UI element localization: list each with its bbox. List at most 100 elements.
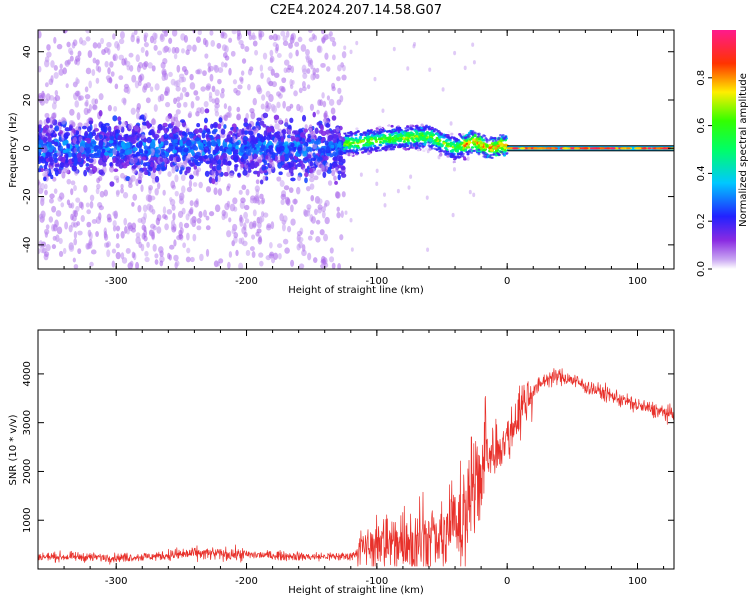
heatmap-cell <box>112 33 116 40</box>
heatmap-cell <box>385 122 389 126</box>
heatmap-cell <box>151 65 156 72</box>
heatmap-cell <box>418 128 421 132</box>
heatmap-cell <box>204 108 210 114</box>
heatmap-cell <box>562 147 569 150</box>
heatmap-cell <box>257 199 261 205</box>
heatmap-cell <box>159 157 164 163</box>
heatmap-cell <box>150 156 155 162</box>
heatmap-cell <box>395 152 399 155</box>
heatmap-cell <box>144 171 149 176</box>
heatmap-cell <box>120 172 125 179</box>
heatmap-cell <box>484 154 488 157</box>
heatmap-cell <box>192 44 197 52</box>
heatmap-cell <box>195 36 201 43</box>
heatmap-cell <box>433 147 437 150</box>
heatmap-cell <box>85 36 91 42</box>
heatmap-cell <box>261 166 266 171</box>
heatmap-cell <box>271 256 276 264</box>
heatmap-cell <box>307 235 313 241</box>
heatmap-cell <box>379 140 383 144</box>
heatmap-cell <box>275 43 280 52</box>
heatmap-cell <box>44 82 49 88</box>
heatmap-cell <box>179 169 183 175</box>
heatmap-cell <box>194 137 201 142</box>
heatmap-cell <box>399 122 403 126</box>
heatmap-cell <box>65 83 69 89</box>
heatmap-cell <box>382 192 386 197</box>
heatmap-cell <box>161 167 165 172</box>
heatmap-cell <box>54 95 61 102</box>
heatmap-cell <box>281 77 287 84</box>
snr-axes: -300 -200 -100 0 100 1000 2000 3000 4000 <box>22 330 674 587</box>
heatmap-cell <box>502 138 506 141</box>
heatmap-cell <box>492 143 496 146</box>
heatmap-cell <box>341 51 347 59</box>
heatmap-cell <box>181 86 187 93</box>
heatmap-cell <box>262 52 268 60</box>
heatmap-cell <box>121 58 126 66</box>
heatmap-cell <box>214 175 219 183</box>
heatmap-cell <box>68 159 73 165</box>
heatmap-cell <box>67 151 73 158</box>
heatmap-cell <box>359 139 363 143</box>
heatmap-cell <box>154 253 159 259</box>
heatmap-cell <box>424 147 429 151</box>
heatmap-cell <box>340 166 346 171</box>
heatmap-cell <box>219 155 224 161</box>
heatmap-cell <box>155 149 161 154</box>
heatmap-cell <box>228 172 235 178</box>
heatmap-cell <box>225 148 232 154</box>
heatmap-cell <box>179 92 184 101</box>
heatmap-cell <box>51 205 57 213</box>
heatmap-cell <box>290 160 295 168</box>
heatmap-cell <box>313 257 318 263</box>
heatmap-cell <box>377 132 381 135</box>
heatmap-cell <box>153 161 158 169</box>
heatmap-cell <box>331 262 336 269</box>
heatmap-cell <box>444 151 448 155</box>
heatmap-cell <box>159 93 165 102</box>
heatmap-cell <box>277 252 282 260</box>
heatmap-cell <box>218 145 223 152</box>
heatmap-cell <box>256 117 262 122</box>
heatmap-cell <box>330 107 336 115</box>
heatmap-cell <box>313 175 319 181</box>
heatmap-cell <box>453 50 457 56</box>
heatmap-cell <box>69 108 75 116</box>
heatmap-cell <box>146 136 152 144</box>
heatmap-cell <box>485 144 489 148</box>
heatmap-cell <box>268 34 274 40</box>
heatmap-cell <box>202 140 207 145</box>
heatmap-cell <box>321 37 326 44</box>
heatmap-cell <box>226 165 230 173</box>
heatmap-cell <box>284 118 289 127</box>
heatmap-cell <box>268 140 273 146</box>
heatmap-cell <box>250 163 256 169</box>
heatmap-cell <box>38 168 41 173</box>
heatmap-cell <box>312 111 316 118</box>
heatmap-cell <box>267 66 274 72</box>
heatmap-cell <box>100 126 106 132</box>
heatmap-cell <box>204 39 209 48</box>
heatmap-cell <box>111 260 116 268</box>
spectrogram-y-axis-label: Frequency (Hz) <box>8 112 19 188</box>
heatmap-cell <box>236 106 241 113</box>
heatmap-cell <box>298 241 304 249</box>
heatmap-cell <box>441 150 445 153</box>
heatmap-cell <box>290 33 295 41</box>
heatmap-cell <box>176 64 181 73</box>
heatmap-cell <box>123 83 129 89</box>
heatmap-cell <box>327 166 332 171</box>
heatmap-cell <box>265 224 272 231</box>
heatmap-cell <box>213 128 218 133</box>
heatmap-cell <box>196 107 202 114</box>
heatmap-cell <box>228 67 232 76</box>
heatmap-cell <box>450 153 454 156</box>
heatmap-cell <box>216 138 221 145</box>
heatmap-cell <box>298 87 303 94</box>
colorbar-tick-label: 0.2 <box>696 213 707 229</box>
heatmap-cell <box>148 229 154 236</box>
heatmap-cell <box>327 180 333 186</box>
heatmap-cell <box>77 230 83 236</box>
heatmap-cell <box>342 130 347 133</box>
